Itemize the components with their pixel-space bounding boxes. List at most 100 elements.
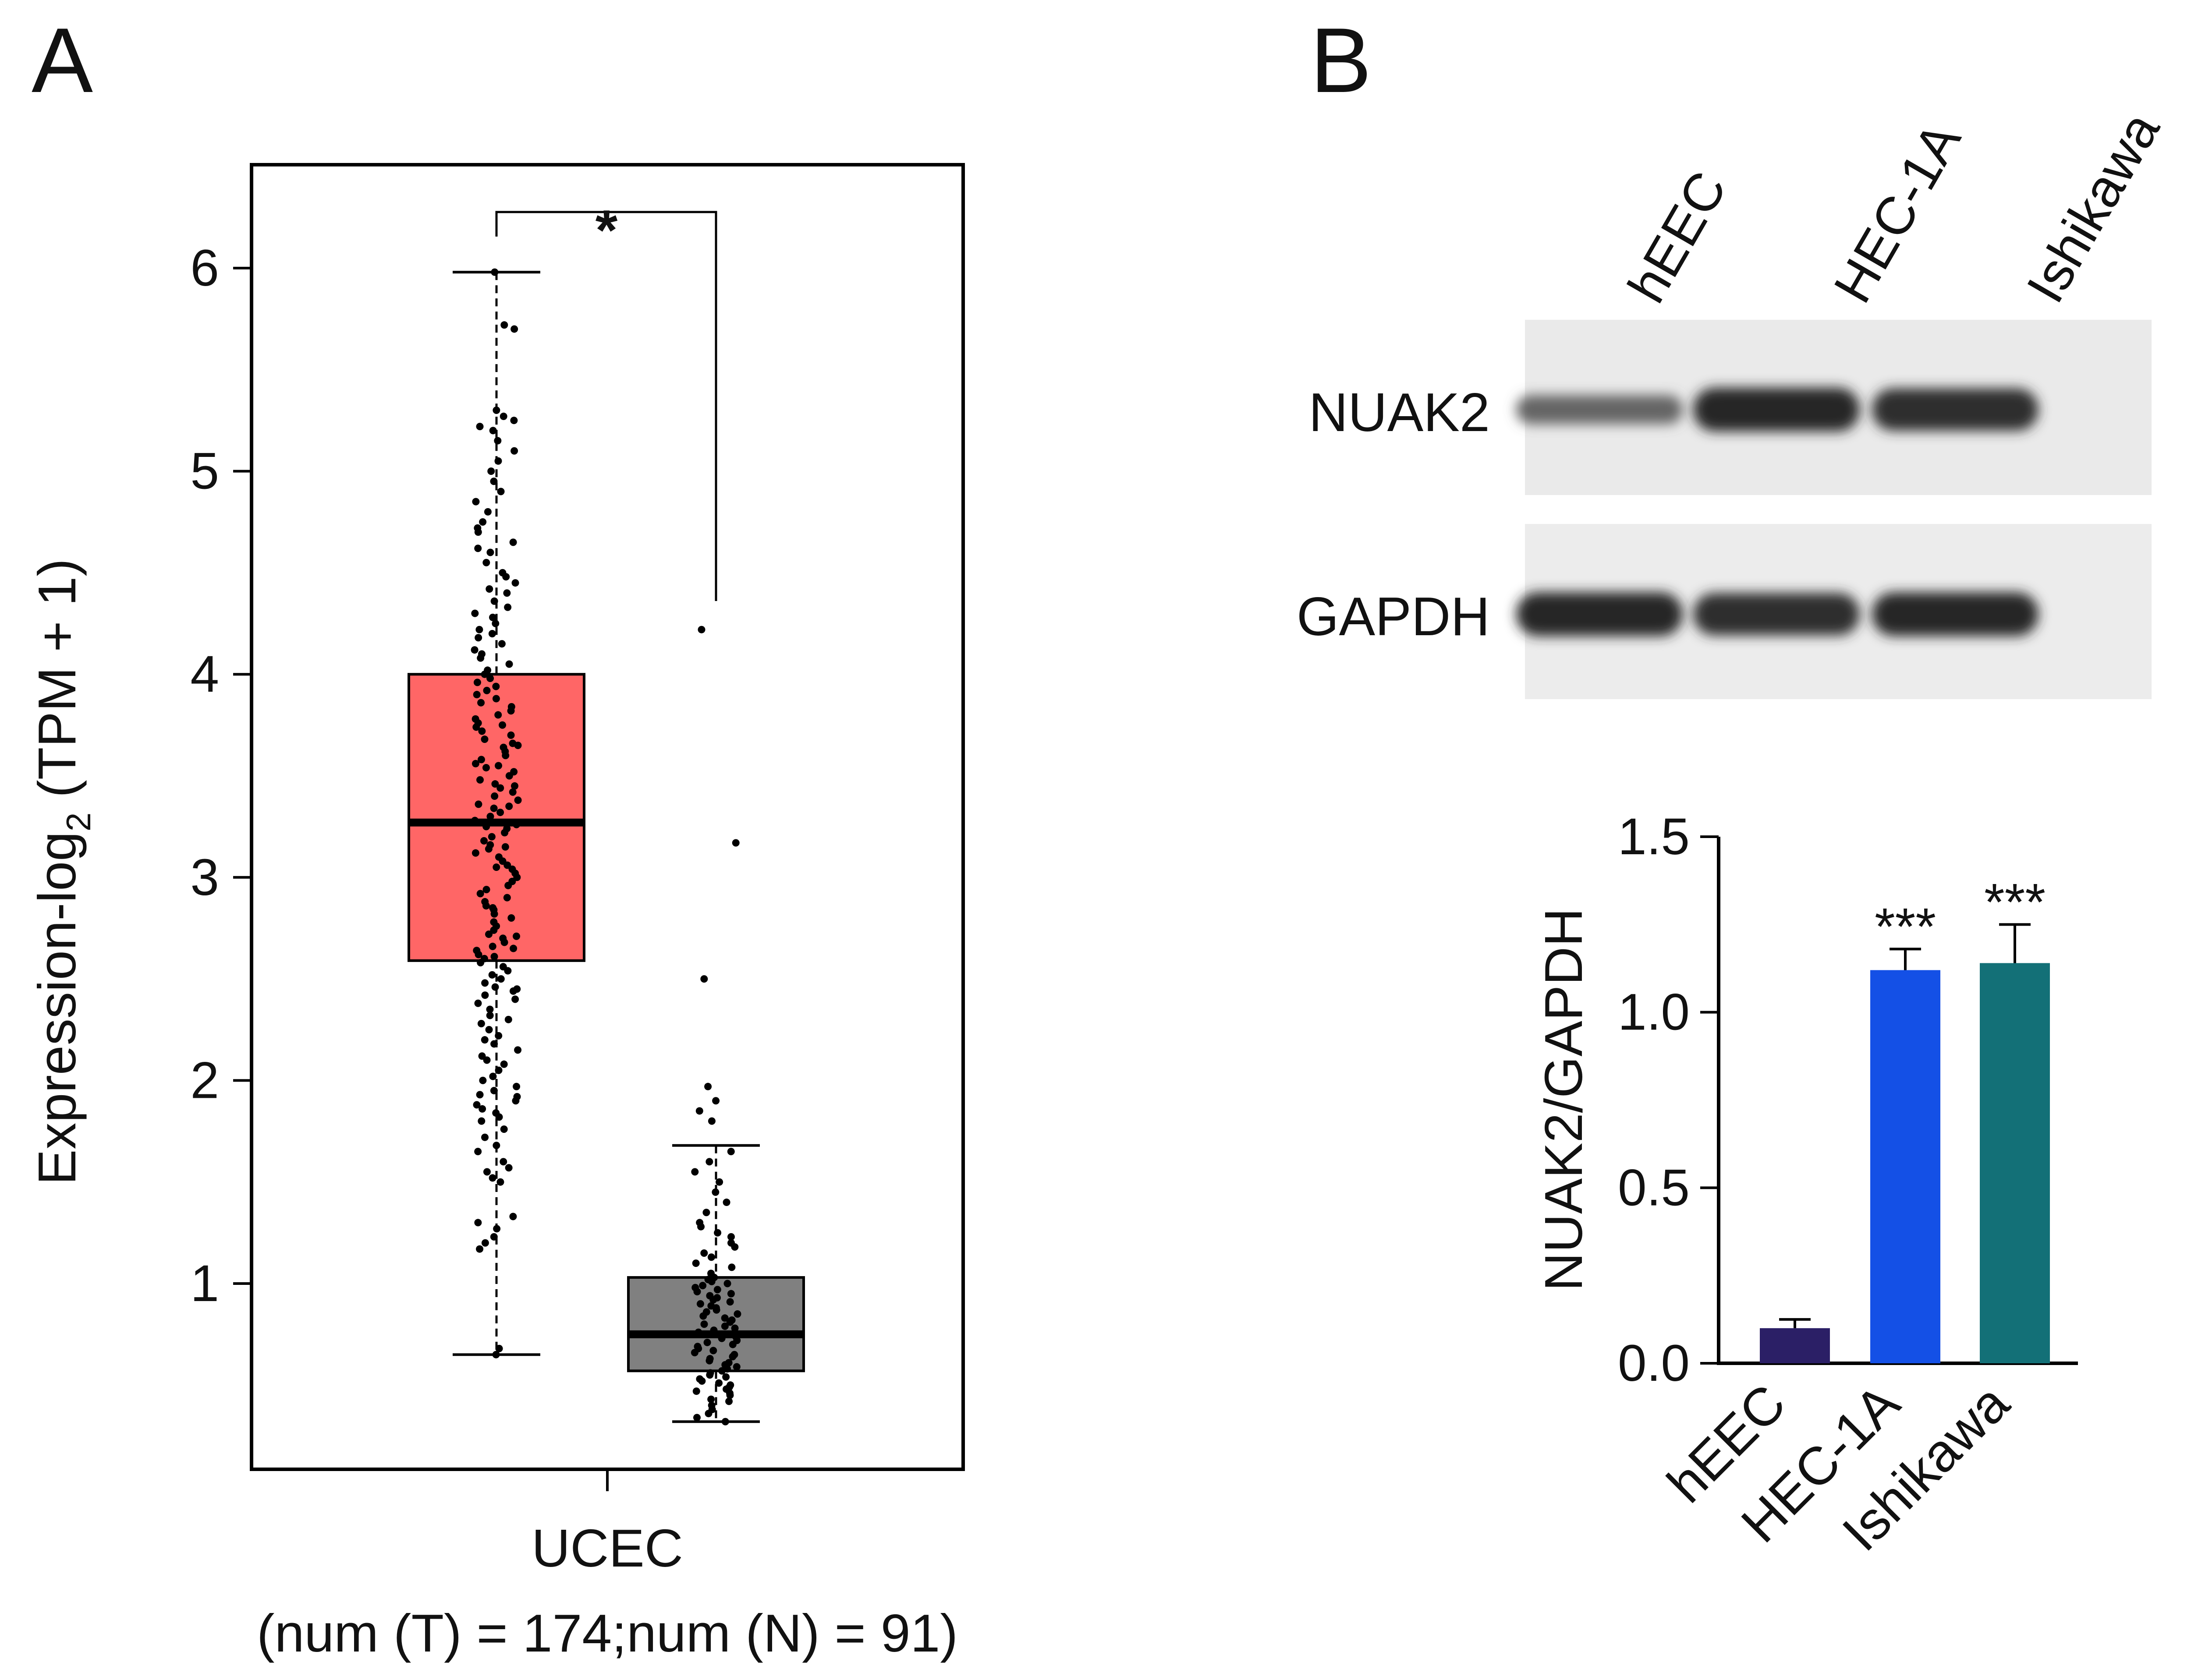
point-t-81 [472, 849, 479, 857]
point-t-80 [495, 853, 503, 861]
point-t-130 [478, 650, 486, 658]
point-t-51 [499, 963, 507, 971]
point-t-10 [483, 1168, 491, 1176]
point-n-82 [706, 1158, 713, 1166]
point-t-158 [494, 457, 502, 465]
boxes-layer [408, 271, 805, 1423]
point-t-161 [489, 427, 497, 435]
band-label-nuak2: NUAK2 [1309, 382, 1490, 443]
point-t-94 [475, 800, 482, 808]
point-t-141 [503, 589, 511, 597]
point-t-56 [473, 947, 481, 955]
point-n-42 [700, 1320, 708, 1328]
point-n-72 [727, 1239, 735, 1247]
point-t-159 [511, 447, 518, 455]
point-t-167 [500, 321, 508, 329]
point-n-9 [692, 1387, 700, 1395]
point-t-70 [503, 894, 511, 902]
point-t-96 [491, 792, 499, 800]
point-t-168 [491, 268, 499, 276]
point-t-88 [482, 823, 490, 831]
x-axis-label: UCEC [532, 1518, 683, 1578]
point-t-171 [489, 904, 497, 912]
point-n-15 [696, 1375, 704, 1383]
point-t-4 [490, 1233, 498, 1241]
point-t-143 [511, 579, 519, 587]
significance-asterisk: * [596, 198, 618, 262]
point-t-139 [504, 603, 512, 611]
point-t-3 [481, 1239, 489, 1247]
point-t-157 [487, 467, 495, 475]
point-n-41 [721, 1322, 729, 1330]
bar-heec [1760, 1318, 1830, 1363]
panel-b-letter: B [1310, 9, 1372, 112]
point-t-32 [478, 1052, 486, 1060]
point-t-115 [472, 715, 479, 723]
point-t-89 [513, 821, 521, 828]
point-n-5 [725, 1397, 733, 1405]
point-t-152 [479, 518, 487, 526]
point-t-48 [497, 975, 505, 983]
bar-rect-ishikawa [1980, 963, 2050, 1363]
bar-rect-heec [1760, 1328, 1830, 1363]
point-t-100 [476, 776, 484, 784]
point-t-69 [481, 898, 489, 905]
box-n [627, 1144, 805, 1423]
point-n-90 [698, 626, 706, 633]
point-t-102 [510, 768, 518, 776]
point-n-89 [732, 839, 740, 847]
y-tick-label-4: 4 [190, 645, 219, 703]
point-n-66 [707, 1270, 715, 1277]
y-tick-label-3: 3 [190, 849, 219, 906]
point-t-133 [475, 634, 482, 642]
point-t-19 [492, 1109, 500, 1117]
point-t-23 [513, 1093, 521, 1100]
y-tick-label-6: 6 [190, 239, 219, 297]
lane-label-ishikawa: Ishikawa [2015, 103, 2171, 312]
bar-y-tick-label-0-5: 0.5 [1618, 1159, 1690, 1217]
bars-layer: *** *** [1760, 873, 2050, 1363]
point-n-83 [727, 1148, 735, 1156]
point-n-35 [718, 1334, 726, 1342]
point-n-44 [728, 1316, 736, 1324]
band-nuak2-hec-1a [1693, 388, 1860, 431]
bar-rect-hec-1a [1870, 970, 1940, 1363]
significance-label-ishikawa: *** [1984, 873, 2046, 931]
point-t-47 [481, 979, 489, 987]
point-t-120 [492, 695, 500, 703]
point-n-80 [716, 1178, 723, 1186]
point-t-116 [494, 711, 502, 719]
point-t-164 [500, 412, 507, 420]
point-t-125 [486, 674, 494, 682]
point-t-134 [488, 630, 496, 637]
point-t-0 [492, 1351, 500, 1358]
point-t-38 [477, 1020, 485, 1028]
band-gapdh-hec-1a [1693, 593, 1860, 636]
point-t-111 [507, 731, 515, 739]
point-t-6 [474, 1219, 482, 1227]
point-t-39 [504, 1015, 512, 1023]
point-n-85 [695, 1107, 703, 1115]
lane-label-heeec: hEEC [1617, 162, 1738, 312]
point-t-124 [473, 679, 481, 686]
point-t-174 [505, 803, 513, 810]
point-t-44 [481, 991, 489, 999]
point-n-38 [695, 1328, 702, 1336]
point-t-54 [490, 953, 498, 961]
point-n-77 [702, 1209, 710, 1217]
y-axis: 1 2 3 4 5 6 [190, 239, 252, 1312]
point-t-65 [507, 914, 515, 922]
point-n-53 [726, 1298, 734, 1306]
point-n-84 [708, 1117, 716, 1125]
bar-ishikawa: *** [1980, 873, 2050, 1363]
point-t-148 [474, 545, 482, 552]
point-t-24 [476, 1091, 484, 1099]
point-t-95 [514, 796, 522, 804]
point-n-69 [707, 1253, 715, 1261]
point-t-61 [485, 930, 493, 938]
point-t-146 [482, 559, 490, 566]
point-n-74 [714, 1229, 722, 1237]
point-t-59 [499, 934, 507, 942]
point-t-122 [483, 686, 491, 694]
point-t-41 [486, 1005, 494, 1013]
